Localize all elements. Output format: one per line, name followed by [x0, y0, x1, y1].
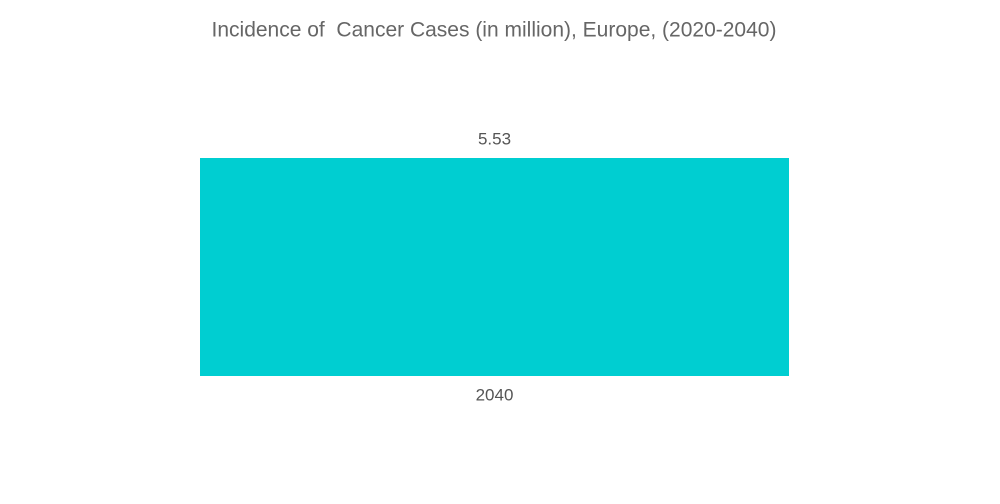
bar	[200, 158, 789, 376]
x-tick-label: 2040	[476, 385, 514, 404]
value-label: 5.53	[478, 129, 511, 148]
chart-title: Incidence of Cancer Cases (in million), …	[212, 19, 777, 42]
